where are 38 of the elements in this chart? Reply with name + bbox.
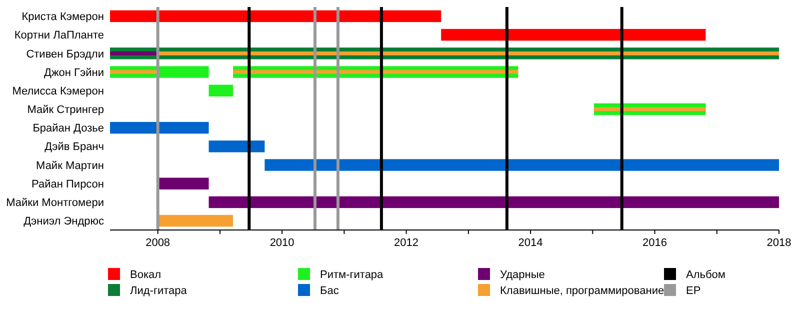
y-tick-label: Кортни ЛаПланте	[14, 30, 104, 42]
bar	[441, 28, 706, 41]
bar	[110, 70, 158, 74]
x-tick-label: 2010	[270, 237, 294, 249]
x-tick-label: 2014	[518, 237, 543, 249]
legend-label: Ударные	[500, 269, 545, 281]
legend-label: Клавишные, программирование	[500, 285, 664, 297]
bar	[110, 10, 442, 22]
bar	[232, 70, 518, 74]
y-tick-label: Райан Пирсон	[32, 178, 104, 190]
y-tick-label: Мелисса Кэмерон	[12, 85, 104, 98]
bar	[208, 84, 233, 96]
legend-label: Лид-гитара	[130, 285, 188, 297]
y-tick-label: Майк Стрингер	[27, 104, 104, 116]
legend-label: Альбом	[686, 269, 726, 281]
y-tick-label: Брайан Дозье	[32, 122, 104, 135]
y-tick-label: Майки Монтгомери	[6, 197, 104, 210]
bar	[208, 196, 779, 208]
bar	[208, 140, 265, 152]
legend-label: EP	[686, 285, 701, 297]
legend-label: Вокал	[130, 269, 162, 281]
bar	[264, 159, 779, 171]
y-tick-label: Дэйв Бранч	[44, 141, 104, 154]
x-tick-label: 2016	[642, 237, 668, 249]
bar	[158, 51, 779, 56]
bar	[594, 107, 706, 112]
bar	[158, 178, 209, 190]
x-tick-label: 2008	[146, 237, 170, 249]
legend-label: Бас	[320, 285, 340, 297]
x-tick-label: 2018	[766, 237, 792, 249]
y-tick-label: Джон Гэйни	[44, 66, 104, 79]
y-tick-label: Стивен Брэдли	[26, 48, 104, 60]
y-tick-label: Криста Кэмерон	[22, 11, 104, 24]
y-tick-label: Дэниэл Эндрюс	[24, 216, 104, 228]
x-tick-label: 2012	[394, 237, 419, 249]
bar	[110, 122, 209, 134]
y-tick-label: Майк Мартин	[36, 160, 104, 172]
legend-label: Ритм-гитара	[320, 269, 384, 281]
